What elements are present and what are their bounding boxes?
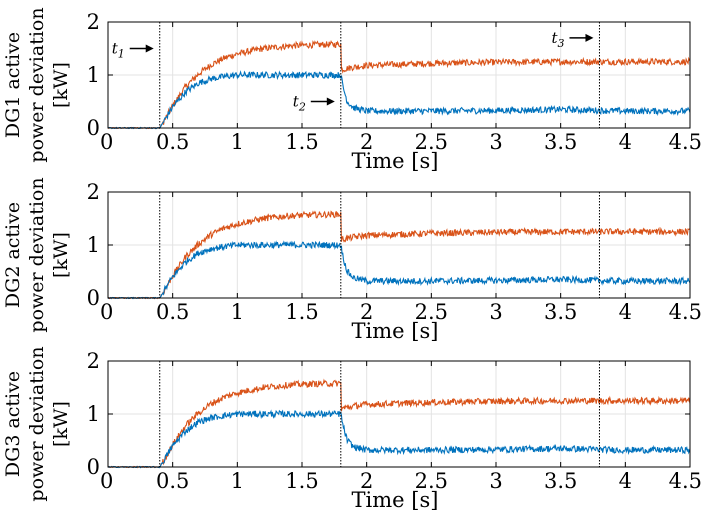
x-tick-label: 2.5 [415, 130, 448, 154]
x-tick-label: 0.5 [156, 300, 189, 324]
y-tick-label: 2 [87, 349, 100, 373]
x-tick-label: 1.5 [285, 300, 318, 324]
annotation-label: t1 [112, 40, 125, 61]
y-tick-label: 0 [87, 116, 100, 140]
annotation-subscript: 1 [118, 48, 125, 61]
x-tick-label: 0 [100, 469, 113, 493]
annotation-letter: t [551, 29, 558, 47]
x-tick-label: 2.5 [415, 469, 448, 493]
annotation-arrowhead [145, 44, 154, 53]
y-axis-label-line3: [kW] [50, 401, 72, 447]
annotation-subscript: 2 [298, 101, 306, 114]
x-tick-label: 0 [100, 130, 113, 154]
y-axis-label-line1: DG2 active [2, 202, 24, 308]
x-tick-label: 2 [360, 130, 373, 154]
y-axis-label: DG3 active power deviation [kW] [2, 346, 72, 501]
y-axis-label-line1: DG1 active [2, 32, 24, 138]
y-axis-label-line2: power deviation [26, 177, 48, 332]
y-tick-label: 0 [87, 286, 100, 310]
x-tick-label: 1 [231, 300, 244, 324]
x-tick-label: 1.5 [285, 469, 318, 493]
x-tick-label: 2 [360, 300, 373, 324]
y-tick-label: 1 [87, 63, 100, 87]
x-axis-label: Time [s] [352, 488, 439, 512]
x-axis-label: Time [s] [352, 149, 439, 173]
y-axis-label-line3: [kW] [50, 62, 72, 108]
series-line-blue [107, 409, 691, 469]
series-line-orange [107, 210, 691, 300]
x-tick-label: 3.5 [544, 130, 577, 154]
x-tick-label: 3.5 [544, 300, 577, 324]
series-line-orange [107, 39, 691, 130]
y-tick-label: 2 [87, 10, 100, 34]
x-tick-label: 0.5 [156, 469, 189, 493]
series-line-orange [107, 378, 691, 469]
annotation-subscript: 3 [557, 37, 564, 50]
x-tick-label: 4.5 [669, 469, 702, 493]
x-tick-label: 3 [489, 469, 502, 493]
y-axis-label-line1: DG3 active [2, 371, 24, 477]
annotation-label: t3 [551, 29, 564, 50]
y-axis-label: DG2 active power deviation [kW] [2, 177, 72, 332]
x-tick-label: 4.5 [669, 130, 702, 154]
annotation-t3: t3 [551, 29, 594, 50]
x-tick-label: 4 [619, 300, 632, 324]
series-line-blue [107, 240, 691, 300]
x-tick-label: 0 [100, 300, 113, 324]
annotation-letter: t [293, 93, 300, 111]
y-axis-label-line2: power deviation [26, 7, 48, 162]
x-tick-label: 4 [619, 469, 632, 493]
x-tick-label: 3 [489, 130, 502, 154]
y-axis-label: DG1 active power deviation [kW] [2, 7, 72, 162]
annotation-letter: t [112, 40, 119, 58]
x-tick-label: 1 [231, 130, 244, 154]
x-tick-label: 3 [489, 300, 502, 324]
x-tick-label: 1 [231, 469, 244, 493]
y-tick-label: 2 [87, 180, 100, 204]
x-tick-label: 0.5 [156, 130, 189, 154]
x-tick-label: 2.5 [415, 300, 448, 324]
annotation-label: t2 [293, 93, 306, 114]
annotation-arrowhead [326, 97, 335, 106]
x-tick-label: 4.5 [669, 300, 702, 324]
series-line-blue [107, 70, 691, 130]
x-tick-label: 2 [360, 469, 373, 493]
annotation-t1: t1 [112, 40, 154, 61]
x-tick-label: 1.5 [285, 130, 318, 154]
y-axis-label-line2: power deviation [26, 346, 48, 501]
y-tick-label: 0 [87, 455, 100, 479]
x-tick-label: 4 [619, 130, 632, 154]
annotation-t2: t2 [293, 93, 335, 114]
annotation-arrowhead [585, 33, 594, 42]
y-tick-label: 1 [87, 402, 100, 426]
x-axis-label: Time [s] [352, 319, 439, 343]
x-tick-label: 3.5 [544, 469, 577, 493]
y-axis-label-line3: [kW] [50, 232, 72, 278]
y-tick-label: 1 [87, 233, 100, 257]
